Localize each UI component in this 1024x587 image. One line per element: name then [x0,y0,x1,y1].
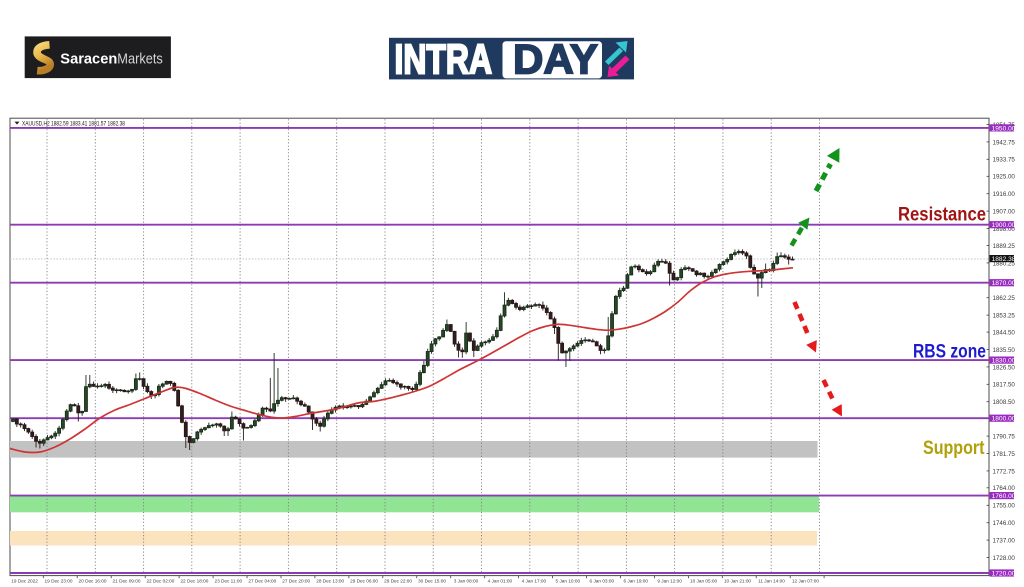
svg-text:21 Dec 09:00: 21 Dec 09:00 [113,578,141,583]
svg-text:19 Dec 23:00: 19 Dec 23:00 [45,578,73,583]
svg-text:27 Dec 04:00: 27 Dec 04:00 [248,578,276,583]
svg-text:10 Jan 21:00: 10 Jan 21:00 [724,578,751,583]
svg-text:1950.00: 1950.00 [992,125,1016,132]
svg-text:23 Dec 11:00: 23 Dec 11:00 [215,578,243,583]
svg-text:1862.25: 1862.25 [993,295,1016,302]
svg-text:6 Jan 19:00: 6 Jan 19:00 [623,578,648,583]
svg-text:22 Dec 18:00: 22 Dec 18:00 [180,578,208,583]
svg-text:1772.75: 1772.75 [993,468,1016,475]
svg-text:XAUUSD,H2 1882.59 1883.41 188: XAUUSD,H2 1882.59 1883.41 1881.57 1882.3… [22,121,126,127]
svg-text:1853.25: 1853.25 [993,313,1016,320]
svg-text:4 Jan 17:00: 4 Jan 17:00 [522,578,547,583]
svg-text:29 Dec 06:00: 29 Dec 06:00 [350,578,378,583]
svg-text:20 Dec 16:00: 20 Dec 16:00 [79,578,107,583]
svg-text:4 Jan 01:00: 4 Jan 01:00 [488,578,513,583]
svg-text:1808.50: 1808.50 [993,399,1016,406]
svg-text:1781.75: 1781.75 [993,451,1016,458]
svg-text:1925.00: 1925.00 [993,174,1016,181]
svg-text:30 Dec 15:00: 30 Dec 15:00 [418,578,446,583]
svg-text:1800.00: 1800.00 [992,416,1016,423]
svg-text:1889.25: 1889.25 [993,243,1016,250]
svg-text:1933.75: 1933.75 [993,157,1016,164]
svg-text:1817.50: 1817.50 [993,382,1016,389]
svg-text:1882.38: 1882.38 [992,256,1016,263]
svg-text:1720.00: 1720.00 [992,571,1016,578]
svg-text:DAY: DAY [513,36,598,83]
svg-text:Saracen: Saracen [60,51,117,68]
svg-text:1898.00: 1898.00 [993,226,1016,233]
svg-text:1728.00: 1728.00 [993,555,1016,562]
svg-text:1835.50: 1835.50 [993,347,1016,354]
svg-text:1830.00: 1830.00 [992,358,1016,365]
svg-text:5 Jan 10:00: 5 Jan 10:00 [556,578,581,583]
svg-text:1737.00: 1737.00 [993,538,1016,545]
svg-text:6 Jan 03:00: 6 Jan 03:00 [590,578,615,583]
svg-text:RBS zone: RBS zone [913,341,986,363]
svg-text:1870.00: 1870.00 [992,280,1016,287]
svg-text:28 Dec 13:00: 28 Dec 13:00 [316,578,344,583]
svg-text:9 Jan 12:00: 9 Jan 12:00 [657,578,682,583]
svg-text:INTRA: INTRA [395,36,493,83]
svg-text:1746.00: 1746.00 [993,520,1016,527]
svg-text:11 Jan 14:00: 11 Jan 14:00 [758,578,785,583]
svg-text:1764.00: 1764.00 [993,485,1016,492]
svg-text:1755.00: 1755.00 [993,503,1016,510]
svg-text:Markets: Markets [117,51,163,68]
svg-text:1826.50: 1826.50 [993,364,1016,371]
svg-text:1760.00: 1760.00 [992,493,1016,500]
svg-text:3 Jan 08:00: 3 Jan 08:00 [454,578,479,583]
svg-text:1844.50: 1844.50 [993,330,1016,337]
svg-text:10 Jan 05:00: 10 Jan 05:00 [690,578,717,583]
svg-text:Support: Support [923,437,985,459]
svg-text:1942.75: 1942.75 [993,139,1016,146]
svg-text:1880.25: 1880.25 [993,260,1016,267]
svg-text:1790.75: 1790.75 [993,434,1016,441]
svg-text:Resistance: Resistance [898,204,986,226]
svg-text:27 Dec 20:00: 27 Dec 20:00 [282,578,310,583]
svg-text:1916.00: 1916.00 [993,191,1016,198]
svg-text:12 Jan 07:00: 12 Jan 07:00 [792,578,819,583]
svg-text:22 Dec 02:00: 22 Dec 02:00 [146,578,174,583]
svg-text:19 Dec 2022: 19 Dec 2022 [11,578,38,583]
svg-text:29 Dec 22:00: 29 Dec 22:00 [384,578,412,583]
svg-text:1900.00: 1900.00 [992,222,1016,229]
svg-text:1907.00: 1907.00 [993,209,1016,216]
